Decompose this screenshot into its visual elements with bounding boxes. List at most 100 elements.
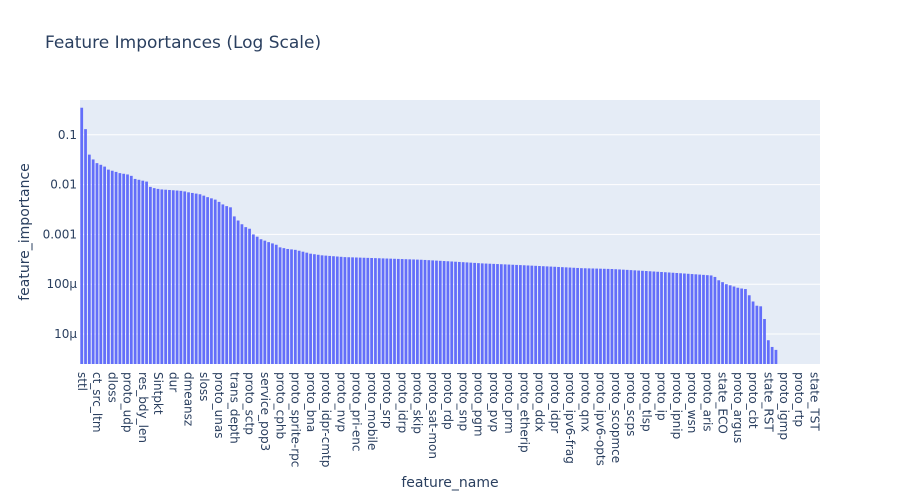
bar (705, 275, 709, 364)
bar (183, 191, 187, 364)
x-tick-label: proto_pvp (487, 372, 501, 432)
bar (747, 295, 751, 364)
chart-title: Feature Importances (Log Scale) (45, 33, 322, 53)
bar (683, 273, 686, 364)
bar (385, 258, 389, 364)
bar (488, 263, 492, 364)
bar (362, 257, 366, 364)
bar (354, 257, 358, 364)
bar (313, 254, 316, 364)
bar (679, 273, 682, 364)
bar (343, 257, 347, 364)
y-tick-label: 0.01 (50, 178, 77, 192)
x-tick-label: proto_tlsp (639, 372, 653, 432)
bar (99, 164, 103, 364)
bar (328, 255, 332, 364)
bar (251, 234, 255, 364)
bar (282, 248, 286, 364)
bar (477, 263, 480, 364)
bar (225, 206, 229, 364)
bar (103, 166, 106, 364)
bar (763, 319, 766, 364)
bar (408, 259, 412, 364)
bar (702, 274, 705, 364)
bar (396, 258, 400, 364)
bar (641, 270, 644, 364)
x-tick-label: proto_pgm (472, 372, 486, 437)
bar (213, 199, 217, 364)
bar (480, 263, 484, 364)
bar (297, 250, 301, 364)
bar (667, 272, 671, 364)
bar (286, 248, 290, 364)
bar (675, 272, 679, 364)
bar (526, 265, 530, 364)
x-tick-label: proto_aris (700, 372, 714, 432)
bar (461, 262, 465, 364)
bar (431, 260, 435, 364)
bar (427, 260, 431, 364)
bar (724, 284, 728, 364)
bar (587, 268, 591, 364)
bar (91, 159, 95, 364)
bar (133, 178, 137, 364)
bar (740, 288, 743, 364)
bar (358, 257, 362, 364)
bar (755, 305, 759, 364)
bar (511, 264, 515, 364)
x-tick-label: proto_sprite-rpc (289, 372, 303, 467)
x-tick-label: proto_mobile (365, 372, 379, 450)
x-tick-label: dur (166, 372, 180, 392)
bar (522, 265, 526, 364)
bar (438, 260, 442, 364)
bar (663, 272, 667, 364)
bar (538, 266, 541, 364)
bar (568, 267, 572, 364)
bar (335, 256, 339, 364)
bar (595, 268, 599, 364)
bar (339, 256, 343, 364)
bar (709, 275, 713, 364)
bar (263, 240, 267, 364)
bar (221, 204, 225, 364)
x-tick-label: res_bdy_len (136, 372, 150, 443)
x-tick-label: proto_scopmce (609, 372, 623, 463)
bar (393, 258, 396, 364)
bar (236, 220, 240, 364)
bar (324, 255, 328, 364)
x-tick-label: proto_cbt (746, 372, 760, 429)
bar (404, 259, 408, 364)
bar (774, 349, 778, 364)
x-tick-label: proto_srp (380, 372, 394, 428)
x-axis-title: feature_name (401, 475, 498, 491)
y-tick-label: 0.001 (43, 227, 77, 241)
bar (244, 227, 248, 364)
bar (305, 252, 309, 364)
bar (618, 269, 621, 364)
bar (190, 192, 194, 364)
x-tick-label: Sintpkt (151, 372, 165, 415)
x-tick-label: proto_ddx (533, 372, 547, 432)
bar (87, 154, 91, 364)
bar (293, 249, 297, 364)
bar (149, 186, 152, 364)
x-tick-label: trans_depth (227, 372, 241, 444)
y-tick-label: 100µ (46, 277, 77, 291)
y-axis-title: feature_importance (17, 163, 33, 301)
x-tick-label: proto_idpr-cmtp (319, 372, 333, 467)
bar (271, 243, 274, 364)
bar (492, 263, 496, 364)
bar (473, 262, 476, 364)
x-tick-label: proto_skip (411, 372, 425, 434)
y-tick-label: 10µ (54, 327, 77, 341)
x-tick-label: proto_prm (502, 372, 516, 434)
x-tick-label: proto_qnx (578, 372, 592, 432)
bar (95, 163, 99, 364)
bar (450, 261, 454, 364)
bar (557, 266, 560, 364)
bar (370, 258, 373, 364)
bar (713, 276, 717, 364)
bar (320, 255, 324, 364)
x-tick-label: state_ECO (716, 372, 730, 434)
